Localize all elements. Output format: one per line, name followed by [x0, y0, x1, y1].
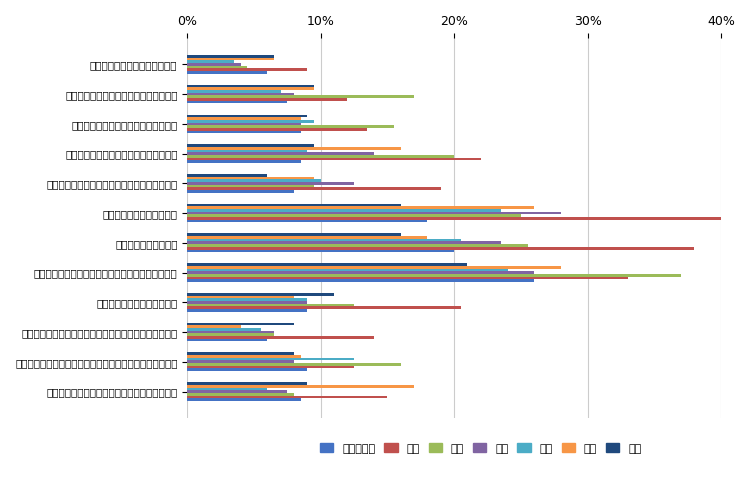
Bar — [188, 68, 308, 71]
Bar — [188, 363, 400, 366]
Legend: 総務・企画, 税務, 民生, 衛生, 土木, 教育, 消防: 総務・企画, 税務, 民生, 衛生, 土木, 教育, 消防 — [316, 439, 646, 458]
Bar — [188, 147, 400, 149]
Bar — [188, 115, 308, 117]
Bar — [188, 71, 267, 74]
Bar — [188, 120, 314, 123]
Bar — [188, 58, 274, 60]
Bar — [188, 212, 561, 215]
Bar — [188, 393, 294, 395]
Bar — [188, 387, 267, 390]
Bar — [188, 182, 354, 185]
Bar — [188, 268, 508, 271]
Bar — [188, 123, 301, 125]
Bar — [188, 204, 400, 206]
Bar — [188, 331, 274, 333]
Bar — [188, 279, 534, 282]
Bar — [188, 298, 308, 301]
Bar — [188, 304, 354, 306]
Bar — [188, 382, 308, 385]
Bar — [188, 55, 274, 58]
Bar — [188, 190, 294, 193]
Bar — [188, 276, 628, 279]
Bar — [188, 60, 234, 63]
Bar — [188, 369, 308, 371]
Bar — [188, 266, 561, 268]
Bar — [188, 271, 534, 274]
Bar — [188, 236, 428, 239]
Bar — [188, 185, 314, 187]
Bar — [188, 96, 414, 98]
Bar — [188, 209, 501, 212]
Bar — [188, 358, 354, 361]
Bar — [188, 336, 374, 339]
Bar — [188, 187, 441, 190]
Bar — [188, 63, 241, 66]
Bar — [188, 263, 467, 266]
Bar — [188, 160, 301, 163]
Bar — [188, 98, 347, 101]
Bar — [188, 101, 287, 104]
Bar — [188, 155, 454, 158]
Bar — [188, 144, 314, 147]
Bar — [188, 66, 248, 68]
Bar — [188, 301, 308, 304]
Bar — [188, 125, 394, 128]
Bar — [188, 339, 267, 342]
Bar — [188, 179, 321, 182]
Bar — [188, 323, 294, 325]
Bar — [188, 385, 414, 387]
Bar — [188, 247, 694, 249]
Bar — [188, 274, 681, 276]
Bar — [188, 366, 354, 369]
Bar — [188, 88, 314, 90]
Bar — [188, 206, 534, 209]
Bar — [188, 293, 334, 296]
Bar — [188, 128, 368, 130]
Bar — [188, 398, 301, 401]
Bar — [188, 328, 261, 331]
Bar — [188, 355, 301, 358]
Bar — [188, 220, 428, 223]
Bar — [188, 242, 501, 244]
Bar — [188, 177, 314, 179]
Bar — [188, 85, 314, 88]
Bar — [188, 325, 241, 328]
Bar — [188, 152, 374, 155]
Bar — [188, 158, 481, 160]
Bar — [188, 93, 294, 96]
Bar — [188, 244, 527, 247]
Bar — [188, 296, 294, 298]
Bar — [188, 215, 520, 217]
Bar — [188, 306, 460, 309]
Bar — [188, 117, 301, 120]
Bar — [188, 249, 454, 252]
Bar — [188, 217, 721, 220]
Bar — [188, 130, 301, 133]
Bar — [188, 239, 460, 242]
Bar — [188, 90, 280, 93]
Bar — [188, 353, 294, 355]
Bar — [188, 395, 388, 398]
Bar — [188, 333, 274, 336]
Bar — [188, 174, 267, 177]
Bar — [188, 309, 308, 312]
Bar — [188, 390, 287, 393]
Bar — [188, 361, 294, 363]
Bar — [188, 234, 400, 236]
Bar — [188, 149, 308, 152]
